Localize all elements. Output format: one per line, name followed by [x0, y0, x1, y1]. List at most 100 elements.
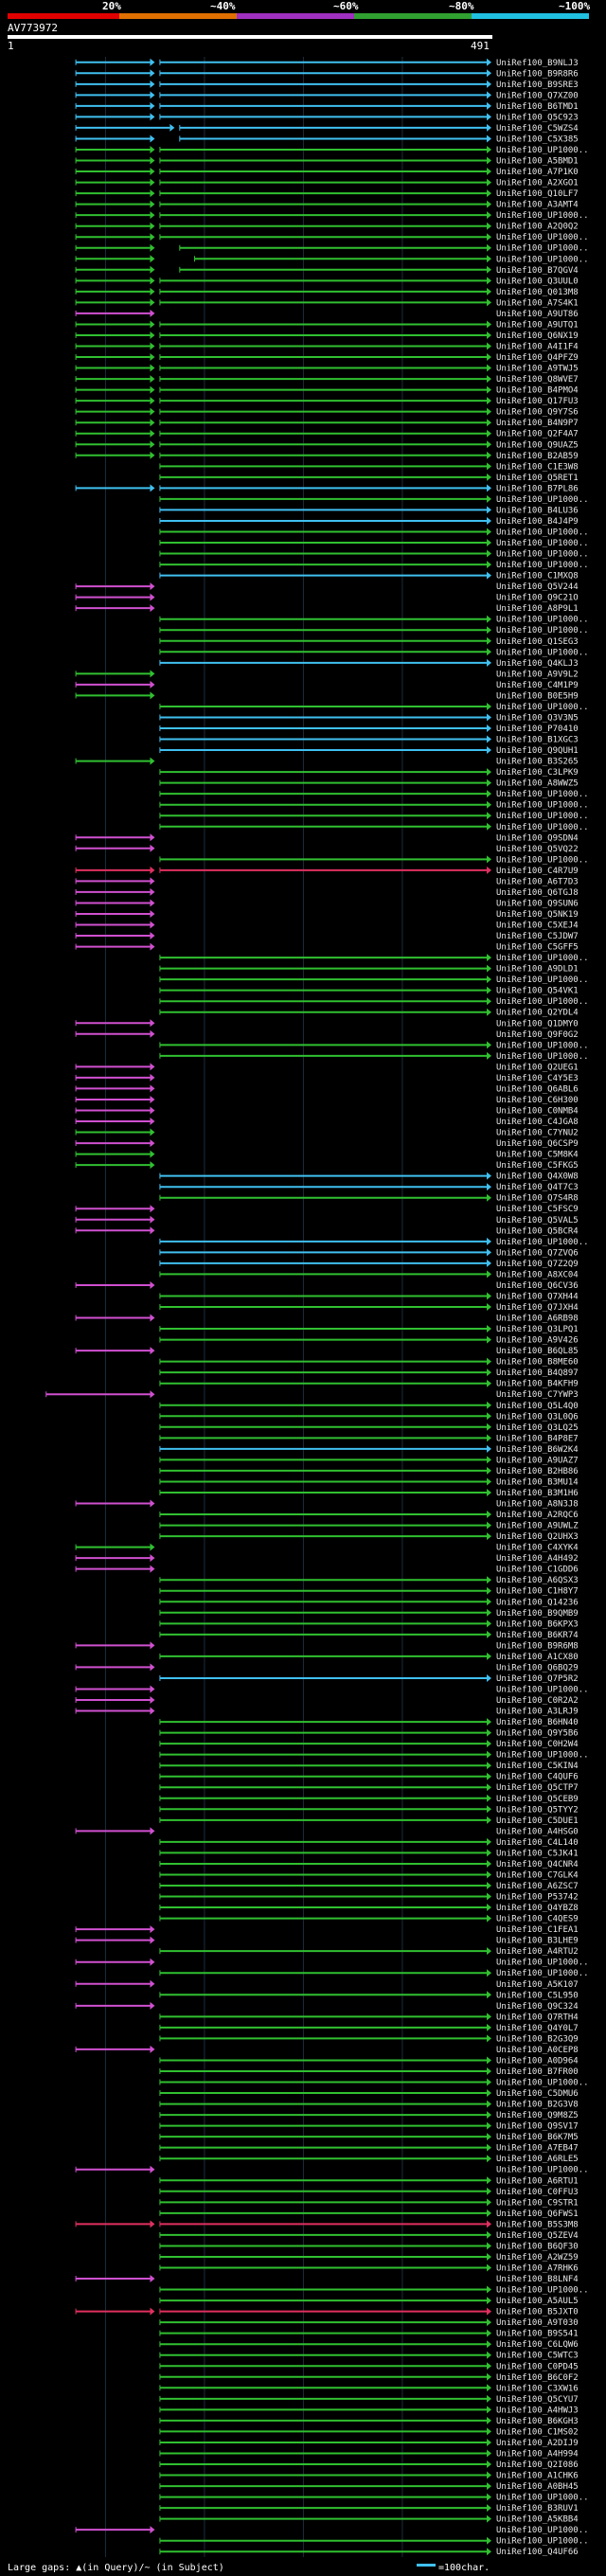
hit-label[interactable]: UniRef100_Q9SDN4	[496, 833, 579, 843]
hit-label[interactable]: UniRef100_C7YNU2	[496, 1129, 579, 1138]
hit-label[interactable]: UniRef100_UP1000..	[496, 1751, 589, 1761]
hit-row[interactable]: UniRef100_A2Q0Q2	[75, 222, 579, 232]
hit-row[interactable]: UniRef100_A8N3J8	[75, 1499, 579, 1510]
hit-label[interactable]: UniRef100_C0FFU3	[496, 2188, 579, 2197]
hit-label[interactable]: UniRef100_B9R6M8	[496, 1641, 579, 1651]
hit-label[interactable]: UniRef100_UP1000..	[496, 146, 589, 155]
hit-row[interactable]: UniRef100_Q5VAL5	[75, 1215, 579, 1225]
hit-label[interactable]: UniRef100_A4HWJ3	[496, 2406, 579, 2415]
hit-row[interactable]: UniRef100_C5M8K4	[75, 1150, 579, 1160]
hit-row[interactable]: UniRef100_B9SRE3	[75, 80, 579, 90]
hit-row[interactable]: UniRef100_Q7JXH4	[159, 1303, 579, 1313]
hit-row[interactable]: UniRef100_Q5V244	[75, 582, 579, 592]
hit-row[interactable]: UniRef100_B3M1H6	[159, 1488, 579, 1498]
hit-row[interactable]: UniRef100_UP1000..	[159, 528, 589, 537]
hit-row[interactable]: UniRef100_Q9QUH1	[159, 746, 579, 756]
hit-label[interactable]: UniRef100_A7RHK6	[496, 2263, 579, 2273]
hit-row[interactable]: UniRef100_B4KFH9	[159, 1379, 579, 1389]
hit-row[interactable]: UniRef100_UP1000..	[159, 626, 589, 635]
hit-label[interactable]: UniRef100_C5DUE1	[496, 1816, 579, 1826]
hit-row[interactable]: UniRef100_B4LU36	[159, 506, 579, 515]
hit-label[interactable]: UniRef100_B2HB86	[496, 1467, 579, 1476]
hit-row[interactable]: UniRef100_Q6TGJ8	[75, 887, 579, 898]
hit-row[interactable]: UniRef100_A3AMT4	[75, 200, 579, 210]
hit-row[interactable]: UniRef100_UP1000..	[75, 255, 589, 264]
hit-label[interactable]: UniRef100_Q5CYU7	[496, 2395, 579, 2405]
hit-label[interactable]: UniRef100_Q4X0W8	[496, 1172, 579, 1182]
hit-row[interactable]: UniRef100_A9UAZ7	[159, 1456, 579, 1465]
hit-label[interactable]: UniRef100_Q5VQ22	[496, 845, 579, 854]
hit-label[interactable]: UniRef100_B3M1H6	[496, 1489, 579, 1498]
hit-row[interactable]: UniRef100_A9UTQ1	[75, 320, 579, 330]
hit-row[interactable]: UniRef100_Q17FU3	[75, 397, 579, 406]
hit-row[interactable]: UniRef100_Q7RTH4	[159, 2012, 579, 2022]
hit-label[interactable]: UniRef100_Q6FWS1	[496, 2209, 579, 2219]
hit-label[interactable]: UniRef100_B4LU36	[496, 506, 579, 515]
hit-row[interactable]: UniRef100_B2G3Q9	[159, 2034, 579, 2044]
hit-label[interactable]: UniRef100_Q9SV17	[496, 2122, 579, 2132]
hit-label[interactable]: UniRef100_UP1000..	[496, 1685, 589, 1694]
hit-row[interactable]: UniRef100_B4N9P7	[75, 419, 579, 428]
hit-label[interactable]: UniRef100_Q9SUN6	[496, 899, 579, 908]
hit-row[interactable]: UniRef100_C5WTC3	[159, 2351, 579, 2361]
hit-row[interactable]: UniRef100_C0H2W4	[159, 1740, 579, 1749]
hit-label[interactable]: UniRef100_UP1000..	[496, 244, 589, 254]
hit-label[interactable]: UniRef100_Q5VAL5	[496, 1216, 579, 1225]
hit-label[interactable]: UniRef100_A7EB47	[496, 2144, 579, 2154]
hit-row[interactable]: UniRef100_A6T7D3	[75, 877, 579, 886]
hit-label[interactable]: UniRef100_A7S4K1	[496, 298, 579, 308]
hit-label[interactable]: UniRef100_B0E5H9	[496, 691, 579, 701]
hit-label[interactable]: UniRef100_A3AMT4	[496, 201, 579, 210]
hit-row[interactable]: UniRef100_A2RQC6	[159, 1511, 579, 1520]
hit-row[interactable]: UniRef100_UP1000..	[159, 1750, 589, 1761]
hit-row[interactable]: UniRef100_B3LHE9	[75, 1936, 579, 1946]
hit-row[interactable]: UniRef100_C3XW16	[159, 2384, 579, 2393]
hit-label[interactable]: UniRef100_A1CHK6	[496, 2472, 579, 2481]
hit-label[interactable]: UniRef100_B1XGC3	[496, 736, 579, 745]
hit-label[interactable]: UniRef100_Q5CEB9	[496, 1795, 579, 1804]
hit-row[interactable]: UniRef100_A1CX80	[159, 1652, 579, 1662]
hit-label[interactable]: UniRef100_Q4UF66	[496, 2548, 579, 2557]
hit-row[interactable]: UniRef100_Q2F4A7	[75, 429, 579, 439]
hit-row[interactable]: UniRef100_Q14236	[159, 1598, 579, 1607]
hit-label[interactable]: UniRef100_C4L140	[496, 1838, 579, 1848]
hit-label[interactable]: UniRef100_Q1DMY0	[496, 1019, 579, 1029]
hit-row[interactable]: UniRef100_B5JXT0	[75, 2307, 579, 2317]
hit-row[interactable]: UniRef100_B6HN40	[159, 1718, 579, 1727]
hit-label[interactable]: UniRef100_UP1000..	[496, 1052, 589, 1062]
hit-row[interactable]: UniRef100_UP1000..	[159, 561, 589, 570]
hit-label[interactable]: UniRef100_B6KPX3	[496, 1619, 579, 1629]
hit-row[interactable]: UniRef100_C4XYK4	[75, 1543, 579, 1553]
hit-label[interactable]: UniRef100_A7P1K0	[496, 168, 579, 177]
hit-label[interactable]: UniRef100_C4R7U9	[496, 867, 579, 876]
hit-label[interactable]: UniRef100_Q3L0Q6	[496, 1412, 579, 1422]
hit-label[interactable]: UniRef100_Q013M8	[496, 288, 579, 297]
hit-label[interactable]: UniRef100_A8WWZ5	[496, 779, 579, 789]
hit-label[interactable]: UniRef100_A4HSG0	[496, 1827, 579, 1836]
hit-row[interactable]: UniRef100_Q5NK19	[75, 909, 579, 920]
hit-row[interactable]: UniRef100_Q6CV36	[75, 1280, 579, 1291]
hit-label[interactable]: UniRef100_A0CEP8	[496, 2046, 579, 2055]
hit-label[interactable]: UniRef100_Q8WVE7	[496, 375, 579, 385]
hit-row[interactable]: UniRef100_Q5RET1	[159, 473, 579, 483]
hit-label[interactable]: UniRef100_B4KFH9	[496, 1380, 579, 1389]
hit-row[interactable]: UniRef100_P53742	[159, 1892, 579, 1903]
hit-row[interactable]: UniRef100_B6KGH3	[159, 2416, 579, 2426]
hit-label[interactable]: UniRef100_A9V9L2	[496, 670, 579, 679]
hit-label[interactable]: UniRef100_B9R8R6	[496, 69, 579, 79]
hit-label[interactable]: UniRef100_A0BH45	[496, 2482, 579, 2492]
hit-label[interactable]: UniRef100_Q5RET1	[496, 474, 579, 483]
hit-label[interactable]: UniRef100_A2RQC6	[496, 1511, 579, 1520]
hit-row[interactable]: UniRef100_P70410	[159, 724, 579, 734]
hit-label[interactable]: UniRef100_Q6TGJ8	[496, 888, 579, 898]
hit-row[interactable]: UniRef100_A1CHK6	[159, 2471, 579, 2481]
hit-row[interactable]: UniRef100_C0R2A2	[75, 1696, 579, 1706]
hit-label[interactable]: UniRef100_UP1000..	[496, 1238, 589, 1247]
hit-label[interactable]: UniRef100_Q9C324	[496, 2002, 579, 2012]
hit-label[interactable]: UniRef100_A5AUL5	[496, 2297, 579, 2306]
hit-label[interactable]: UniRef100_C5DMU6	[496, 2089, 579, 2099]
hit-row[interactable]: UniRef100_Q9C324	[75, 2001, 579, 2012]
hit-label[interactable]: UniRef100_Q9M8Z5	[496, 2111, 579, 2120]
hit-label[interactable]: UniRef100_Q9Y5B6	[496, 1729, 579, 1739]
hit-row[interactable]: UniRef100_C6LQW6	[159, 2340, 579, 2350]
